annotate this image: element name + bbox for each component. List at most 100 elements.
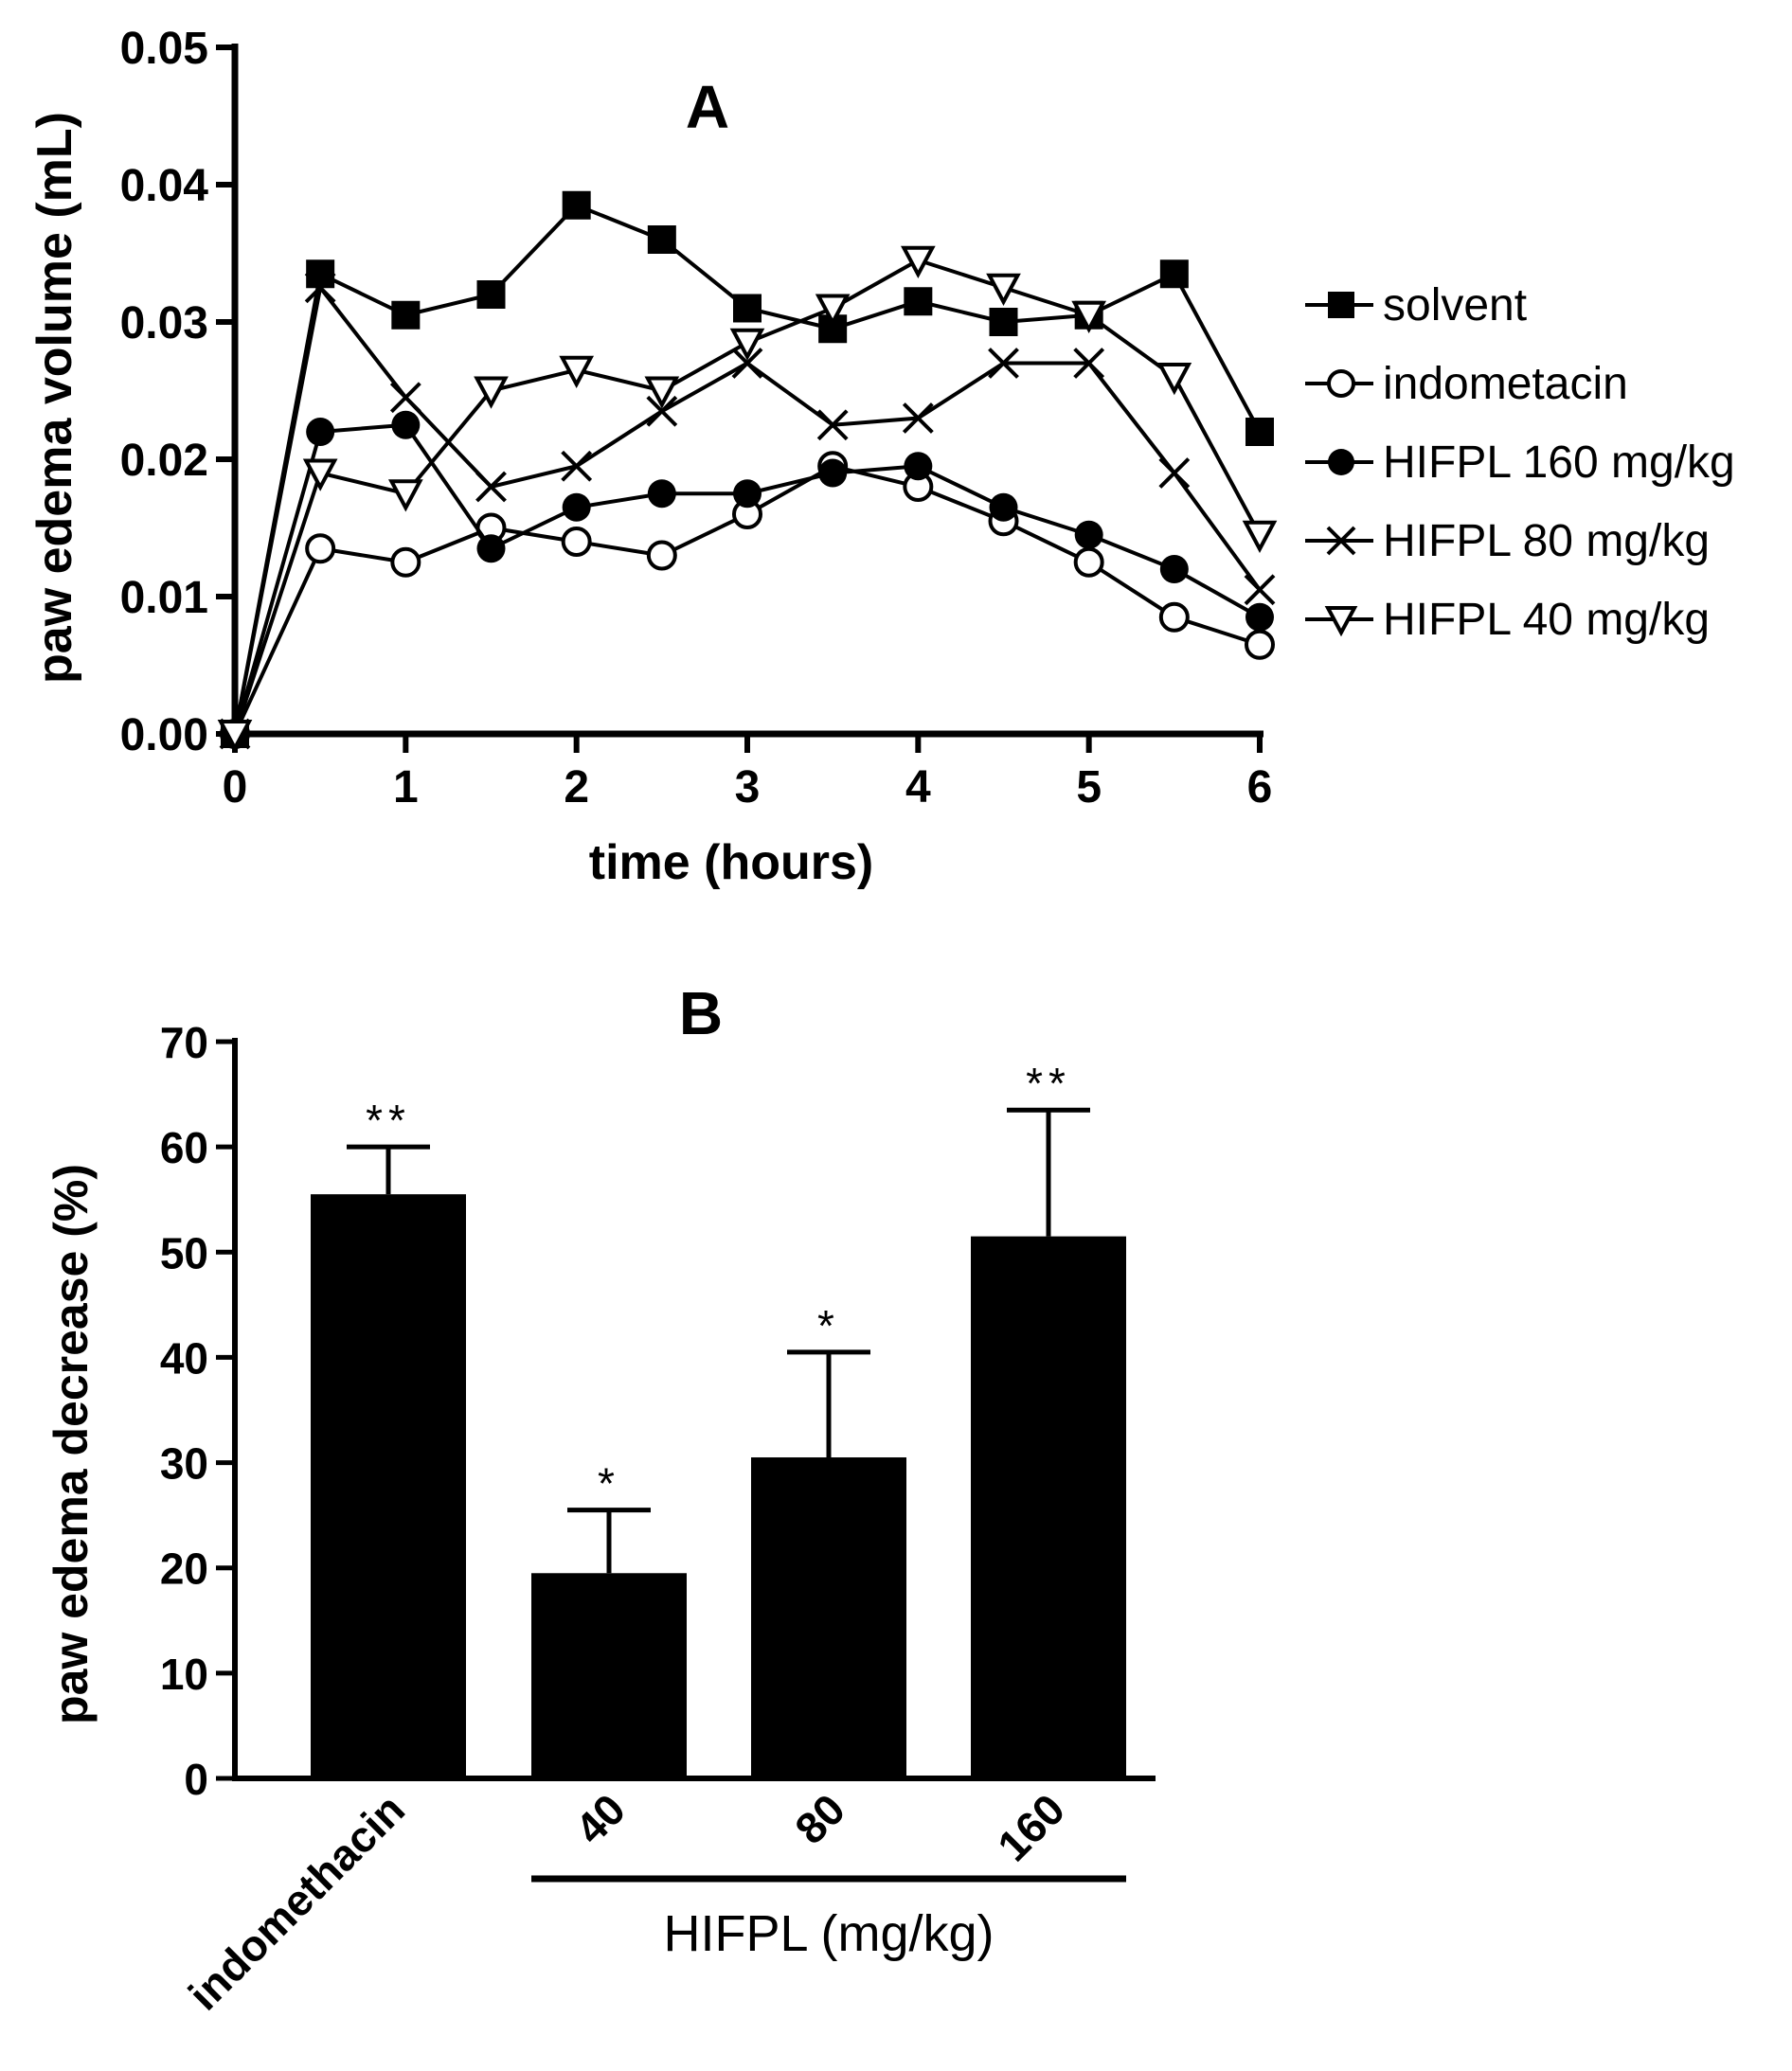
legend-item: HIFPL 80 mg/kg	[1305, 516, 1710, 566]
panel-b-title: B	[679, 979, 723, 1047]
data-point	[474, 376, 509, 409]
y-tick-label: 0.04	[120, 161, 209, 211]
data-point	[902, 402, 934, 434]
y-tick-label: 20	[160, 1544, 208, 1594]
bar-group-80: *	[751, 1301, 906, 1778]
series-line	[233, 422, 1261, 735]
x-tick-label: 80	[785, 1784, 854, 1853]
x-tick-label: 2	[564, 762, 589, 812]
y-tick-label: 10	[160, 1650, 208, 1699]
data-point	[1159, 259, 1189, 289]
data-point	[1156, 363, 1192, 396]
data-point	[904, 452, 933, 481]
data-point	[644, 376, 680, 409]
x-tick-label: 1	[393, 762, 419, 812]
data-point	[818, 458, 848, 488]
data-point	[1159, 555, 1189, 583]
data-point	[1324, 606, 1358, 637]
data-point	[476, 534, 506, 563]
panel-a-x-ticks: 0 1 2 3 4 5 6	[223, 734, 1273, 812]
data-point	[1328, 292, 1354, 318]
bar	[971, 1236, 1126, 1778]
x-tick-label: 0	[223, 762, 248, 812]
data-point	[731, 348, 763, 379]
bar-group-indomethacin: **	[311, 1096, 466, 1778]
significance-label: **	[1026, 1059, 1071, 1108]
data-point	[1327, 369, 1355, 398]
y-tick-label: 40	[160, 1333, 208, 1383]
bar-group-40: *	[531, 1459, 687, 1778]
data-point	[989, 492, 1018, 522]
data-point	[1073, 546, 1104, 578]
panel-b-y-ticks: 0 10 20 30 40 50 60 70	[160, 1018, 235, 1804]
series-solvent	[221, 190, 1274, 748]
y-tick-label: 0.03	[120, 298, 208, 348]
data-point	[1245, 602, 1274, 632]
data-point	[217, 720, 253, 753]
y-tick-label: 0.00	[120, 710, 208, 760]
data-point	[475, 471, 507, 503]
legend-label: HIFPL 80 mg/kg	[1383, 516, 1710, 566]
legend-item: indometacin	[1305, 359, 1628, 409]
data-point	[1245, 629, 1275, 660]
panel-b-x-ticks: indomethacin 40 80 160	[179, 1784, 1074, 2019]
panel-a-x-axis-label: time (hours)	[589, 835, 873, 890]
panel-a-y-axis-label: paw edema volume (mL)	[27, 112, 82, 684]
x-tick-label: 6	[1247, 762, 1273, 812]
x-tick-label: 3	[735, 762, 761, 812]
data-point	[647, 225, 676, 254]
y-tick-label: 70	[160, 1018, 208, 1067]
y-tick-label: 0.02	[120, 436, 208, 486]
bar-group-160: **	[971, 1059, 1126, 1778]
y-tick-label: 30	[160, 1439, 208, 1489]
x-tick-label: indomethacin	[179, 1784, 414, 2019]
x-tick-label: 40	[565, 1784, 635, 1853]
data-point	[988, 348, 1019, 379]
bar	[311, 1194, 466, 1778]
y-tick-label: 50	[160, 1228, 208, 1277]
bar	[751, 1457, 906, 1778]
bar	[531, 1573, 687, 1778]
data-point	[816, 409, 849, 441]
legend-label: HIFPL 160 mg/kg	[1383, 437, 1735, 488]
data-point	[302, 458, 338, 491]
x-tick-label: 4	[905, 762, 931, 812]
panel-a-line-chart: A 0.00 0.01 0.02 0.03 0.04 0.05 0 1 2 3 4 5 6 time …	[27, 24, 1735, 890]
data-point	[1073, 348, 1105, 379]
panel-b-group-label: HIFPL (mg/kg)	[663, 1905, 994, 1962]
data-point	[900, 245, 936, 278]
data-point	[304, 272, 336, 304]
data-point	[733, 294, 762, 323]
significance-label: **	[366, 1096, 411, 1145]
legend-item: solvent	[1305, 280, 1527, 330]
data-point	[647, 479, 676, 509]
series-indometacin	[220, 451, 1275, 749]
data-point	[391, 410, 421, 439]
data-point	[1242, 520, 1278, 553]
data-point	[1244, 574, 1276, 606]
data-point	[306, 259, 335, 289]
data-point	[387, 479, 423, 512]
data-point	[305, 533, 336, 564]
x-tick-label: 5	[1076, 762, 1102, 812]
data-point	[389, 382, 421, 414]
series-HIFPL-160-mg-kg	[221, 410, 1274, 748]
legend-item: HIFPL 160 mg/kg	[1305, 437, 1735, 488]
legend-label: solvent	[1383, 280, 1527, 330]
legend-label: HIFPL 40 mg/kg	[1383, 595, 1710, 645]
y-tick-label: 0.05	[120, 24, 208, 74]
x-tick-label: 160	[988, 1784, 1074, 1870]
data-point	[561, 450, 593, 482]
series-line	[233, 203, 1262, 735]
data-point	[1245, 418, 1274, 446]
data-point	[1328, 449, 1354, 475]
data-point	[646, 540, 677, 571]
significance-label: *	[817, 1301, 840, 1350]
y-tick-label: 60	[160, 1123, 208, 1172]
data-point	[559, 355, 595, 388]
data-point	[904, 287, 933, 316]
data-point	[815, 294, 851, 327]
significance-label: *	[598, 1459, 620, 1509]
y-tick-label: 0	[184, 1755, 208, 1804]
